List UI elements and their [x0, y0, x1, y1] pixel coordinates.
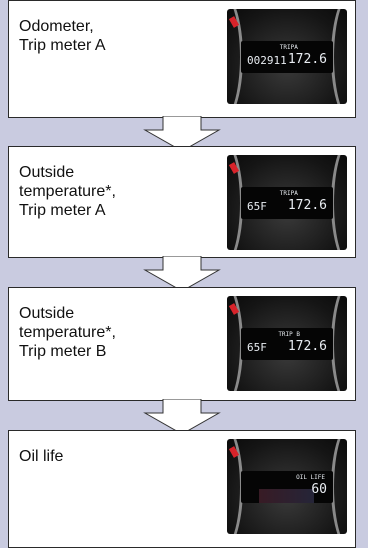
step-label: Oil life — [19, 448, 64, 465]
down-arrow-icon — [143, 399, 221, 435]
lcd-trip-tag: TRIP B — [278, 331, 301, 338]
step-label: Outside temperature*, Trip meter A — [19, 164, 116, 219]
instrument-display-photo: 65F TRIPA 172.6 — [227, 155, 347, 250]
instrument-display-photo: 65F TRIP B 172.6 — [227, 296, 347, 391]
gauge-right-ring — [331, 9, 347, 104]
instrument-display-photo: OIL LIFE 60 — [227, 439, 347, 534]
lcd-display: OIL LIFE 60 — [241, 471, 333, 503]
step-outside-temp-trip-b: Outside temperature*, Trip meter B 65F T… — [8, 287, 356, 401]
step-outside-temp-trip-a: Outside temperature*, Trip meter A 65F T… — [8, 146, 356, 258]
lcd-oil-life-value: 60 — [311, 482, 327, 497]
gauge-right-ring — [331, 296, 347, 391]
step-label: Odometer, Trip meter A — [19, 18, 106, 54]
lcd-display: 65F TRIP B 172.6 — [241, 328, 333, 360]
lcd-odometer-value: 002911 — [247, 54, 287, 67]
step-oil-life: Oil life OIL LIFE 60 — [8, 430, 356, 548]
lcd-trip-tag: TRIPA — [279, 190, 298, 197]
instrument-display-photo: 002911 TRIPA 172.6 — [227, 9, 347, 104]
down-arrow-icon — [143, 256, 221, 292]
lcd-temperature-value: 65F — [247, 341, 267, 354]
gauge-right-ring — [331, 155, 347, 250]
lcd-display: 65F TRIPA 172.6 — [241, 187, 333, 219]
down-arrow-icon — [143, 116, 221, 152]
lcd-trip-tag: TRIPA — [279, 44, 298, 51]
lcd-trip-value: 172.6 — [287, 339, 327, 354]
lcd-trip-value: 172.6 — [287, 52, 327, 67]
lcd-temperature-value: 65F — [247, 200, 267, 213]
lcd-oil-life-tag: OIL LIFE — [296, 474, 325, 481]
gauge-right-ring — [331, 439, 347, 534]
lcd-display: 002911 TRIPA 172.6 — [241, 41, 333, 73]
step-odometer-trip-a: Odometer, Trip meter A 002911 TRIPA 172.… — [8, 0, 356, 118]
lcd-backlight-glow — [259, 489, 314, 503]
step-label: Outside temperature*, Trip meter B — [19, 305, 116, 360]
lcd-trip-value: 172.6 — [287, 198, 327, 213]
